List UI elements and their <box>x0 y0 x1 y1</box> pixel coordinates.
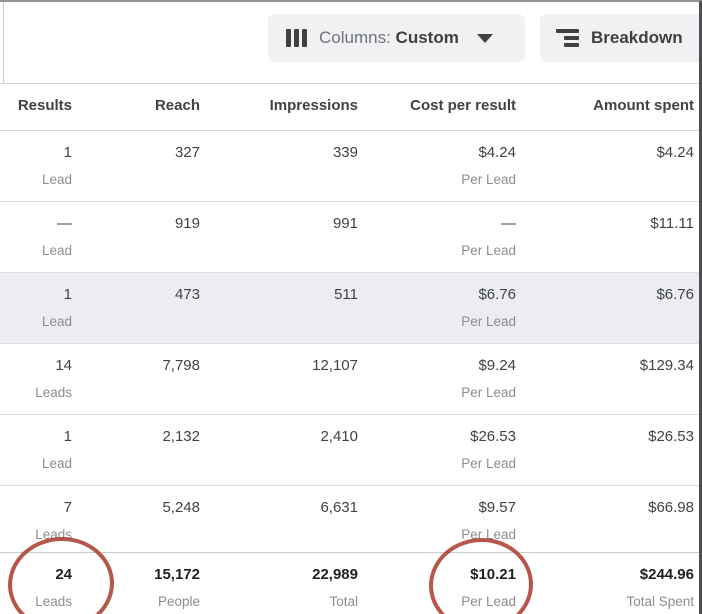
reach-value: 473 <box>174 286 200 303</box>
column-header-amount-spent[interactable]: Amount spent <box>593 97 694 114</box>
totals-cost-value: $10.21 <box>470 566 516 583</box>
column-header-reach[interactable]: Reach <box>154 97 200 114</box>
columns-button-prefix: Columns: <box>319 28 391 47</box>
table-header-row: Results Reach Impressions Cost per resul… <box>0 84 699 131</box>
cost-value: $4.24 <box>478 144 516 161</box>
breakdown-icon <box>556 29 579 47</box>
table-row[interactable]: 1 Lead 2,132 2,410 $26.53 Per Lead $26.53 <box>0 415 699 486</box>
table-row[interactable]: 1 Lead 327 339 $4.24 Per Lead $4.24 <box>0 131 699 202</box>
reach-value: 5,248 <box>162 499 200 516</box>
breakdown-button[interactable]: Breakdown <box>540 14 699 62</box>
results-value: — <box>57 215 72 232</box>
results-label: Leads <box>35 527 72 542</box>
breakdown-button-label: Breakdown <box>591 28 683 47</box>
impressions-value: 991 <box>332 215 358 232</box>
spent-value: $4.24 <box>656 144 694 161</box>
totals-cost-label: Per Lead <box>461 594 516 609</box>
totals-impressions-value: 22,989 <box>312 566 358 583</box>
results-label: Lead <box>41 243 72 258</box>
results-label: Leads <box>35 385 72 400</box>
totals-results-value: 24 <box>55 566 72 583</box>
results-value: 1 <box>63 428 72 445</box>
table-row[interactable]: — Lead 919 991 — Per Lead $11.11 <box>0 202 699 273</box>
cost-label: Per Lead <box>461 243 516 258</box>
cost-value: $6.76 <box>478 286 516 303</box>
cost-value: $26.53 <box>470 428 516 445</box>
spent-value: $6.76 <box>656 286 694 303</box>
cost-label: Per Lead <box>461 456 516 471</box>
table-row[interactable]: 14 Leads 7,798 12,107 $9.24 Per Lead $129.… <box>0 344 699 415</box>
spent-value: $26.53 <box>648 428 694 445</box>
columns-icon <box>286 29 307 47</box>
totals-results-label: Leads <box>35 594 72 609</box>
reach-value: 919 <box>174 215 200 232</box>
totals-spent-label: Total Spent <box>626 594 694 609</box>
totals-impressions-label: Total <box>329 594 358 609</box>
reach-value: 327 <box>174 144 200 161</box>
toolbar: Columns: Custom Breakdown <box>0 2 699 84</box>
impressions-value: 339 <box>332 144 358 161</box>
cost-value: $9.57 <box>478 499 516 516</box>
cost-label: Per Lead <box>461 385 516 400</box>
cost-value: $9.24 <box>478 357 516 374</box>
column-header-results[interactable]: Results <box>17 97 72 114</box>
impressions-value: 6,631 <box>320 499 358 516</box>
column-header-cost-per-result[interactable]: Cost per result <box>410 97 516 114</box>
spent-value: $129.34 <box>639 357 694 374</box>
cost-value: — <box>501 215 516 232</box>
table-totals-row: 24 Leads 15,172 People 22,989 Total $10.21 P… <box>0 552 699 614</box>
chevron-down-icon <box>476 33 493 43</box>
totals-reach-value: 15,172 <box>154 566 200 583</box>
impressions-value: 2,410 <box>320 428 358 445</box>
reach-value: 7,798 <box>162 357 200 374</box>
columns-button-value: Custom <box>395 28 459 47</box>
results-value: 1 <box>63 144 72 161</box>
results-value: 7 <box>63 499 72 516</box>
results-label: Lead <box>41 456 72 471</box>
reach-value: 2,132 <box>162 428 200 445</box>
results-value: 1 <box>63 286 72 303</box>
columns-button[interactable]: Columns: Custom <box>268 14 525 62</box>
cost-label: Per Lead <box>461 314 516 329</box>
cost-label: Per Lead <box>461 527 516 542</box>
results-label: Lead <box>41 172 72 187</box>
cost-label: Per Lead <box>461 172 516 187</box>
column-header-impressions[interactable]: Impressions <box>269 97 358 114</box>
totals-reach-label: People <box>157 594 200 609</box>
impressions-value: 12,107 <box>312 357 358 374</box>
table-row[interactable]: 7 Leads 5,248 6,631 $9.57 Per Lead $66.98 <box>0 486 699 553</box>
panel-left-border <box>3 2 4 83</box>
results-value: 14 <box>55 357 72 374</box>
spent-value: $66.98 <box>648 499 694 516</box>
spent-value: $11.11 <box>650 215 694 232</box>
totals-spent-value: $244.96 <box>639 566 694 583</box>
results-label: Lead <box>41 314 72 329</box>
table-row-highlighted[interactable]: 1 Lead 473 511 $6.76 Per Lead $6.76 <box>0 273 699 344</box>
impressions-value: 511 <box>334 286 358 303</box>
